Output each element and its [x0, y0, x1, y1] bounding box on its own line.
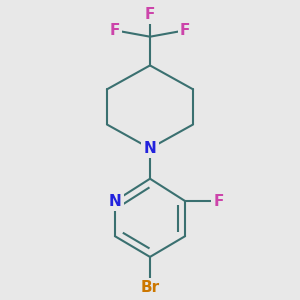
Text: F: F [145, 7, 155, 22]
Text: Br: Br [140, 280, 160, 296]
Text: N: N [144, 141, 156, 156]
Text: F: F [213, 194, 224, 208]
Text: F: F [180, 23, 190, 38]
Text: N: N [109, 194, 121, 208]
Text: F: F [110, 23, 120, 38]
